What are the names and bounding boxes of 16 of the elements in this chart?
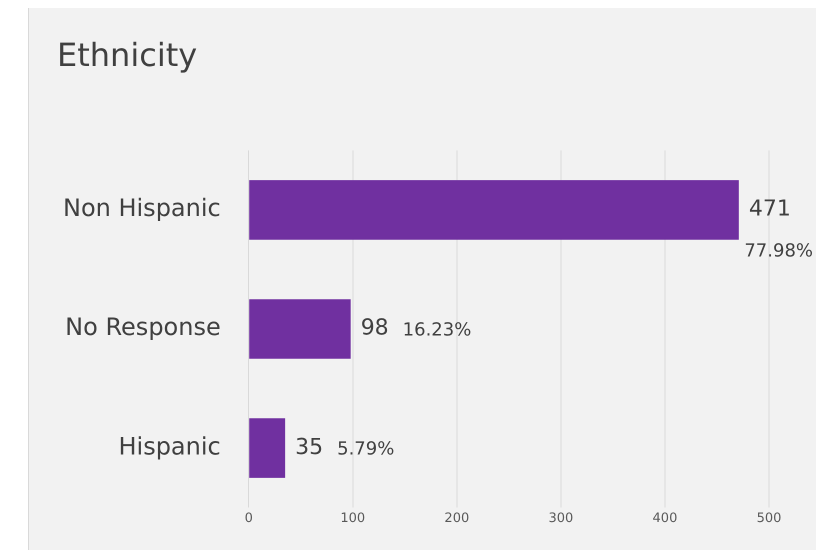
x-tick-label: 200 <box>444 510 470 526</box>
y-tick-label: Hispanic <box>118 432 221 460</box>
bar <box>249 418 286 478</box>
data-label: 35 5.79% <box>295 434 394 460</box>
chart-title: Ethnicity <box>57 36 198 74</box>
y-tick-label: No Response <box>65 313 221 342</box>
bar <box>249 299 351 359</box>
bar <box>249 180 739 240</box>
x-tick-label: 0 <box>244 510 253 526</box>
x-tick-label: 300 <box>548 510 574 526</box>
data-label: 471 77.98% <box>744 196 813 262</box>
data-label: 98 16.23% <box>360 316 472 341</box>
x-tick-label: 400 <box>652 510 678 526</box>
y-tick-label: Non Hispanic <box>62 194 221 222</box>
x-tick-label: 100 <box>340 510 366 526</box>
x-tick-label: 500 <box>756 510 782 526</box>
